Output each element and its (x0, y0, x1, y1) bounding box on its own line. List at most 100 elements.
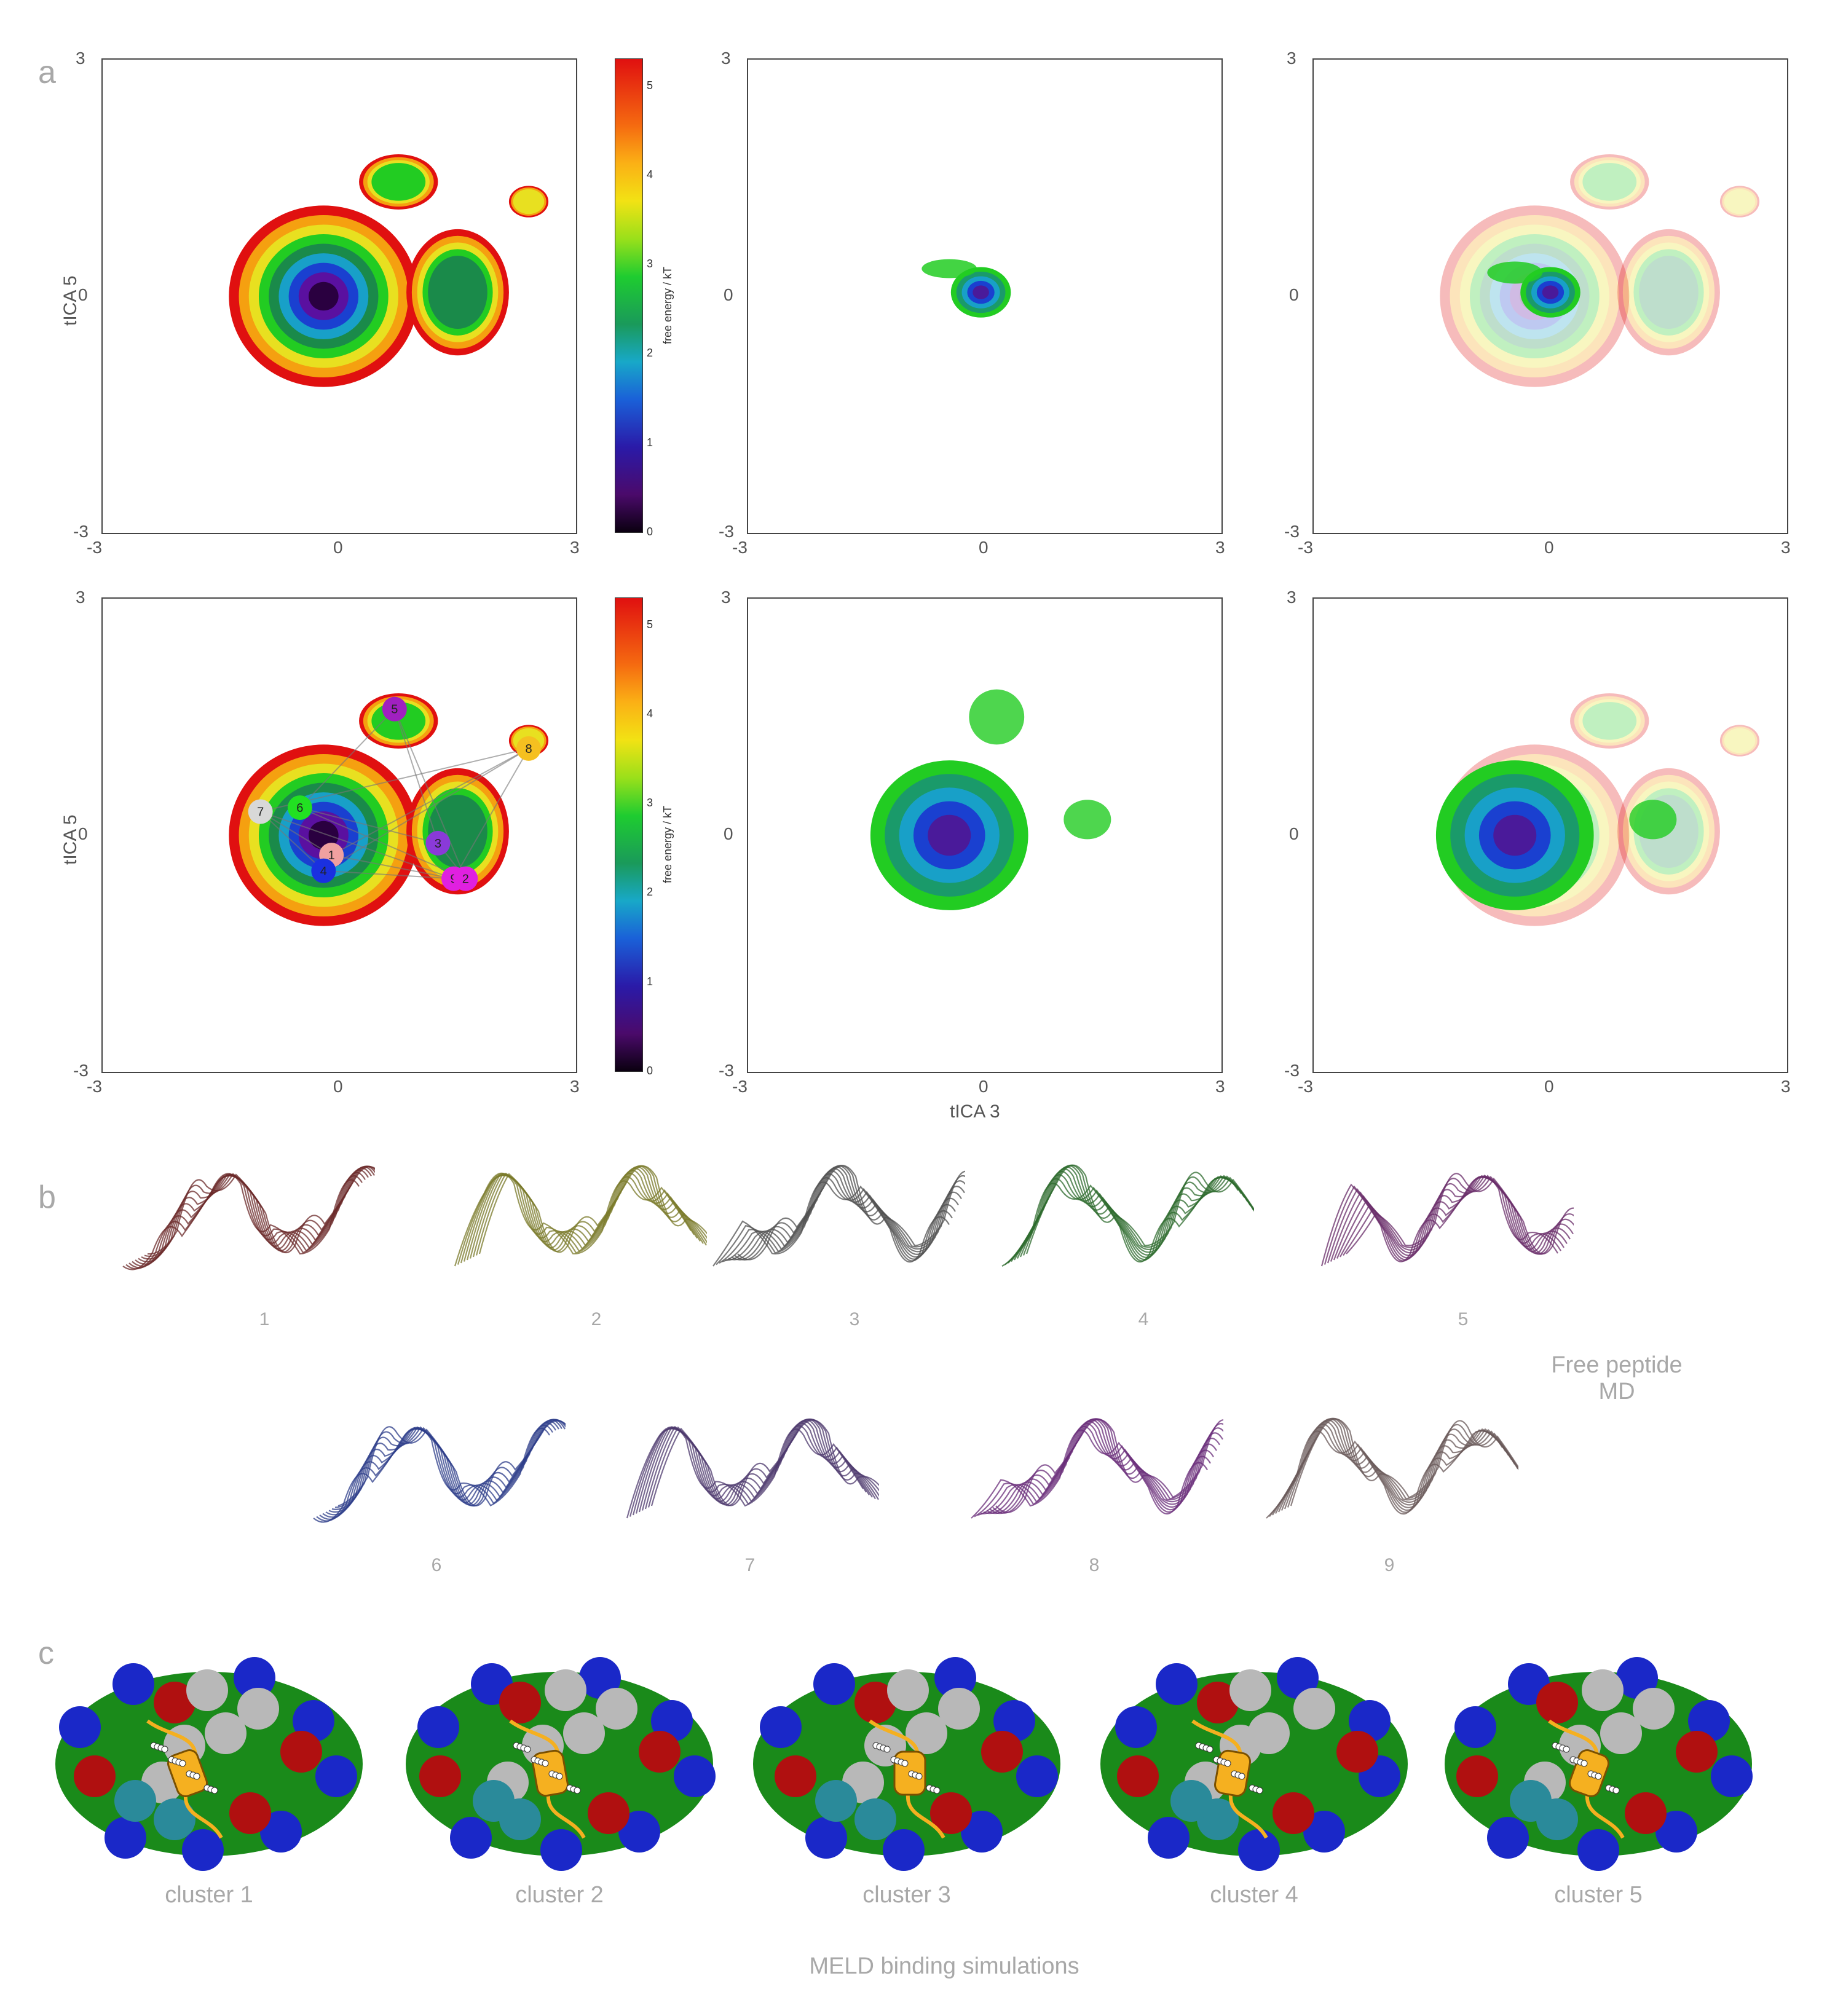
structure-8-trace-8 (995, 1419, 1223, 1513)
plot-r2-c2-xtick-mid: 0 (979, 1077, 988, 1096)
surface-patch-11 (499, 1682, 541, 1723)
plot-r2-c3-xtick-mid: 0 (1544, 1077, 1554, 1096)
plot-r1-c2-cloud-level-4 (973, 285, 989, 299)
structure-1 (122, 1165, 375, 1270)
surface-patch-16 (887, 1669, 929, 1711)
plot-r2-c2-ytick-max: 3 (721, 588, 731, 607)
colorbar-row2-tick-5: 5 (647, 618, 653, 631)
colorbar-row1-tick-0: 0 (647, 526, 653, 538)
free-peptide-caption-line2: MD (1598, 1379, 1635, 1404)
surface-patch-9 (280, 1731, 322, 1773)
surface-patch-18 (815, 1780, 857, 1822)
meld-caption: MELD binding simulations (809, 1953, 1079, 1979)
state-marker-dot-2 (453, 866, 478, 891)
structure-5 (1320, 1173, 1574, 1267)
surface-patch-16 (1582, 1669, 1624, 1711)
xlabel: tICA 3 (950, 1101, 1000, 1122)
plot-r2-c1-transition-line (323, 870, 454, 880)
structure-3-trace-8 (737, 1165, 965, 1261)
surface-patch-18 (1170, 1780, 1212, 1822)
structure-6-trace-7 (334, 1419, 566, 1508)
state-marker-label-1: 1 (328, 849, 335, 862)
state-marker-4: 4 (311, 858, 336, 883)
colorbar-row1-tick-1: 1 (647, 436, 653, 449)
sidechain-atom (524, 1746, 531, 1753)
state-marker-label-5: 5 (391, 703, 398, 717)
surface-patch-8 (1117, 1755, 1159, 1797)
surface-patch-16 (1229, 1669, 1271, 1711)
surface-patch-9 (1676, 1731, 1718, 1773)
structure-6-trace-4 (325, 1419, 562, 1516)
sidechain-atom (1580, 1760, 1588, 1767)
structure-1-trace-4 (135, 1167, 372, 1265)
surface-patch-1 (112, 1663, 154, 1705)
surface-patch-4 (315, 1755, 357, 1797)
surface-patch-6 (540, 1829, 582, 1871)
plot-r2-c3-overlay-cloud-level-4 (1493, 814, 1537, 856)
plot-r2-c3-upper-level-1 (1574, 696, 1645, 746)
plot-r1-c3-xtick-max: 3 (1781, 538, 1791, 557)
cluster-surface-1 (55, 1657, 363, 1871)
free-peptide-caption: Free peptide MD (1525, 1352, 1709, 1405)
colorbar-row2-label: free energy / kT (661, 805, 674, 883)
surface-patch-15 (596, 1688, 637, 1730)
surface-patch-2 (579, 1657, 621, 1699)
sidechain-atom (933, 1787, 941, 1794)
sidechain-atom (1595, 1773, 1602, 1780)
structure-8-trace-1 (974, 1425, 1211, 1518)
plot-r1-c3-right-level-2 (1628, 242, 1710, 342)
plot-r1-c3-upper-level-2 (1578, 160, 1641, 204)
surface-patch-11 (154, 1682, 195, 1723)
cluster-label-2: cluster 2 (515, 1882, 604, 1908)
surface-patch-11 (1197, 1682, 1239, 1723)
structure-2-trace-0 (454, 1172, 692, 1267)
plot-r2-c3-ytick-max: 3 (1287, 588, 1296, 607)
tica-plot-r1-c1 (101, 58, 577, 534)
structure-label-9: 9 (1384, 1555, 1395, 1575)
structure-4-trace-7 (1022, 1164, 1254, 1256)
plot-r1-c2-xtick-mid: 0 (979, 538, 988, 557)
structure-label-2: 2 (591, 1309, 602, 1329)
plot-r2-c1-main-basin (229, 744, 419, 926)
plot-r1-c2-ytick-mid: 0 (724, 285, 733, 304)
structure-label-4: 4 (1138, 1309, 1149, 1329)
structure-2-trace-8 (478, 1165, 707, 1254)
plot-r2-c1-ytick-max: 3 (76, 588, 85, 607)
surface-patch-13 (1248, 1712, 1290, 1754)
plot-r2-c1-transition-line (299, 807, 466, 880)
surface-patch-16 (186, 1669, 228, 1711)
plot-r2-c1-main-level-8 (309, 821, 339, 850)
surface-patch-7 (961, 1811, 1003, 1853)
state-marker-7: 7 (248, 799, 273, 824)
plot-r2-c1-transition-line (331, 747, 529, 856)
cluster-label-3: cluster 3 (862, 1882, 951, 1908)
plot-r1-c3-right-basin (1617, 229, 1720, 356)
plot-r1-c1-edge-level-2 (513, 189, 545, 215)
structure-6 (313, 1419, 566, 1523)
surface-patch-9 (981, 1731, 1023, 1773)
surface-patch-11 (854, 1682, 896, 1723)
tica-plot-r2-c1: 761392854 (101, 597, 577, 1073)
surface-patch-6 (883, 1829, 925, 1871)
sidechain-atom (193, 1773, 200, 1780)
surface-patch-8 (775, 1755, 816, 1797)
state-marker-dot-4 (311, 858, 336, 883)
structure-3 (712, 1165, 965, 1267)
state-marker-label-8: 8 (525, 742, 532, 756)
sidechain-atom (542, 1760, 549, 1767)
structure-5-trace-8 (1346, 1173, 1574, 1254)
surface-patch-6 (182, 1829, 224, 1871)
cluster-surface-5 (1445, 1657, 1753, 1871)
plot-r1-c3-ytick-max: 3 (1287, 49, 1296, 68)
plot-r2-c3-upper-level-2 (1578, 699, 1641, 743)
plot-r1-c2-ytick-min: -3 (719, 522, 734, 541)
surface-patch-0 (1115, 1706, 1157, 1748)
surface-patch-4 (674, 1755, 716, 1797)
plot-r2-c1-xtick-mid: 0 (333, 1077, 343, 1096)
cluster-surface-3 (753, 1657, 1060, 1871)
plot-r1-c1-ytick-min: -3 (73, 522, 89, 541)
structure-7 (626, 1418, 879, 1519)
sidechain-atom (901, 1760, 909, 1767)
structure-label-3: 3 (849, 1309, 860, 1329)
structure-2 (454, 1165, 707, 1267)
